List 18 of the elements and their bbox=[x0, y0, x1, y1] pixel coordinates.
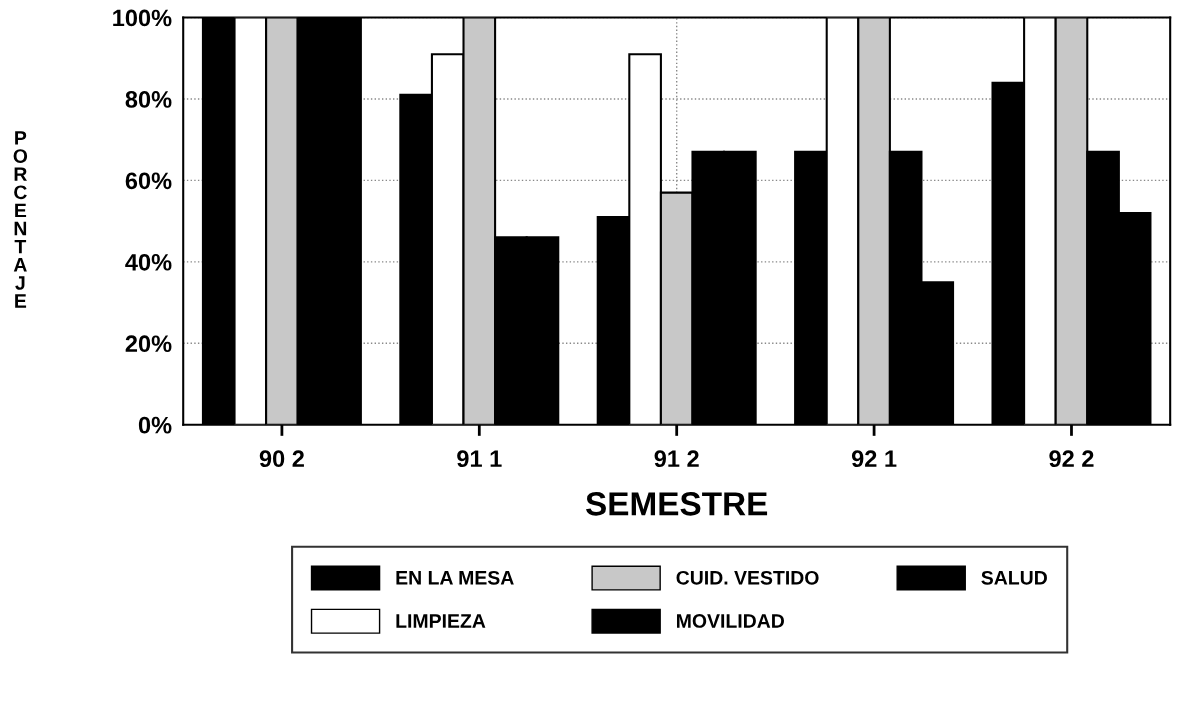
y-tick-label: 20% bbox=[125, 335, 172, 353]
x-axis-title: SEMESTRE bbox=[585, 492, 768, 516]
legend-label: MOVILIDAD bbox=[677, 614, 784, 628]
legend-label: LIMPIEZA bbox=[396, 614, 486, 628]
legend-label: CUID. VESTIDO bbox=[676, 570, 819, 585]
text: PORCENTAJE bbox=[13, 131, 28, 308]
legend-label: SALUD bbox=[981, 570, 1047, 585]
y-tick-label: 60% bbox=[125, 172, 172, 190]
x-tick-label: 92 1 bbox=[851, 450, 897, 468]
y-tick-label: 40% bbox=[125, 253, 172, 271]
y-tick-label: 80% bbox=[125, 91, 172, 108]
legend-label: EN LA MESA bbox=[396, 570, 514, 585]
y-tick-label: 100% bbox=[113, 9, 172, 27]
x-tick-label: 91 2 bbox=[654, 450, 699, 468]
y-tick-label: 0% bbox=[138, 416, 172, 434]
x-tick-label: 92 2 bbox=[1049, 450, 1094, 468]
x-tick-label: 91 1 bbox=[457, 450, 502, 468]
x-tick-label: 90 2 bbox=[259, 450, 304, 468]
